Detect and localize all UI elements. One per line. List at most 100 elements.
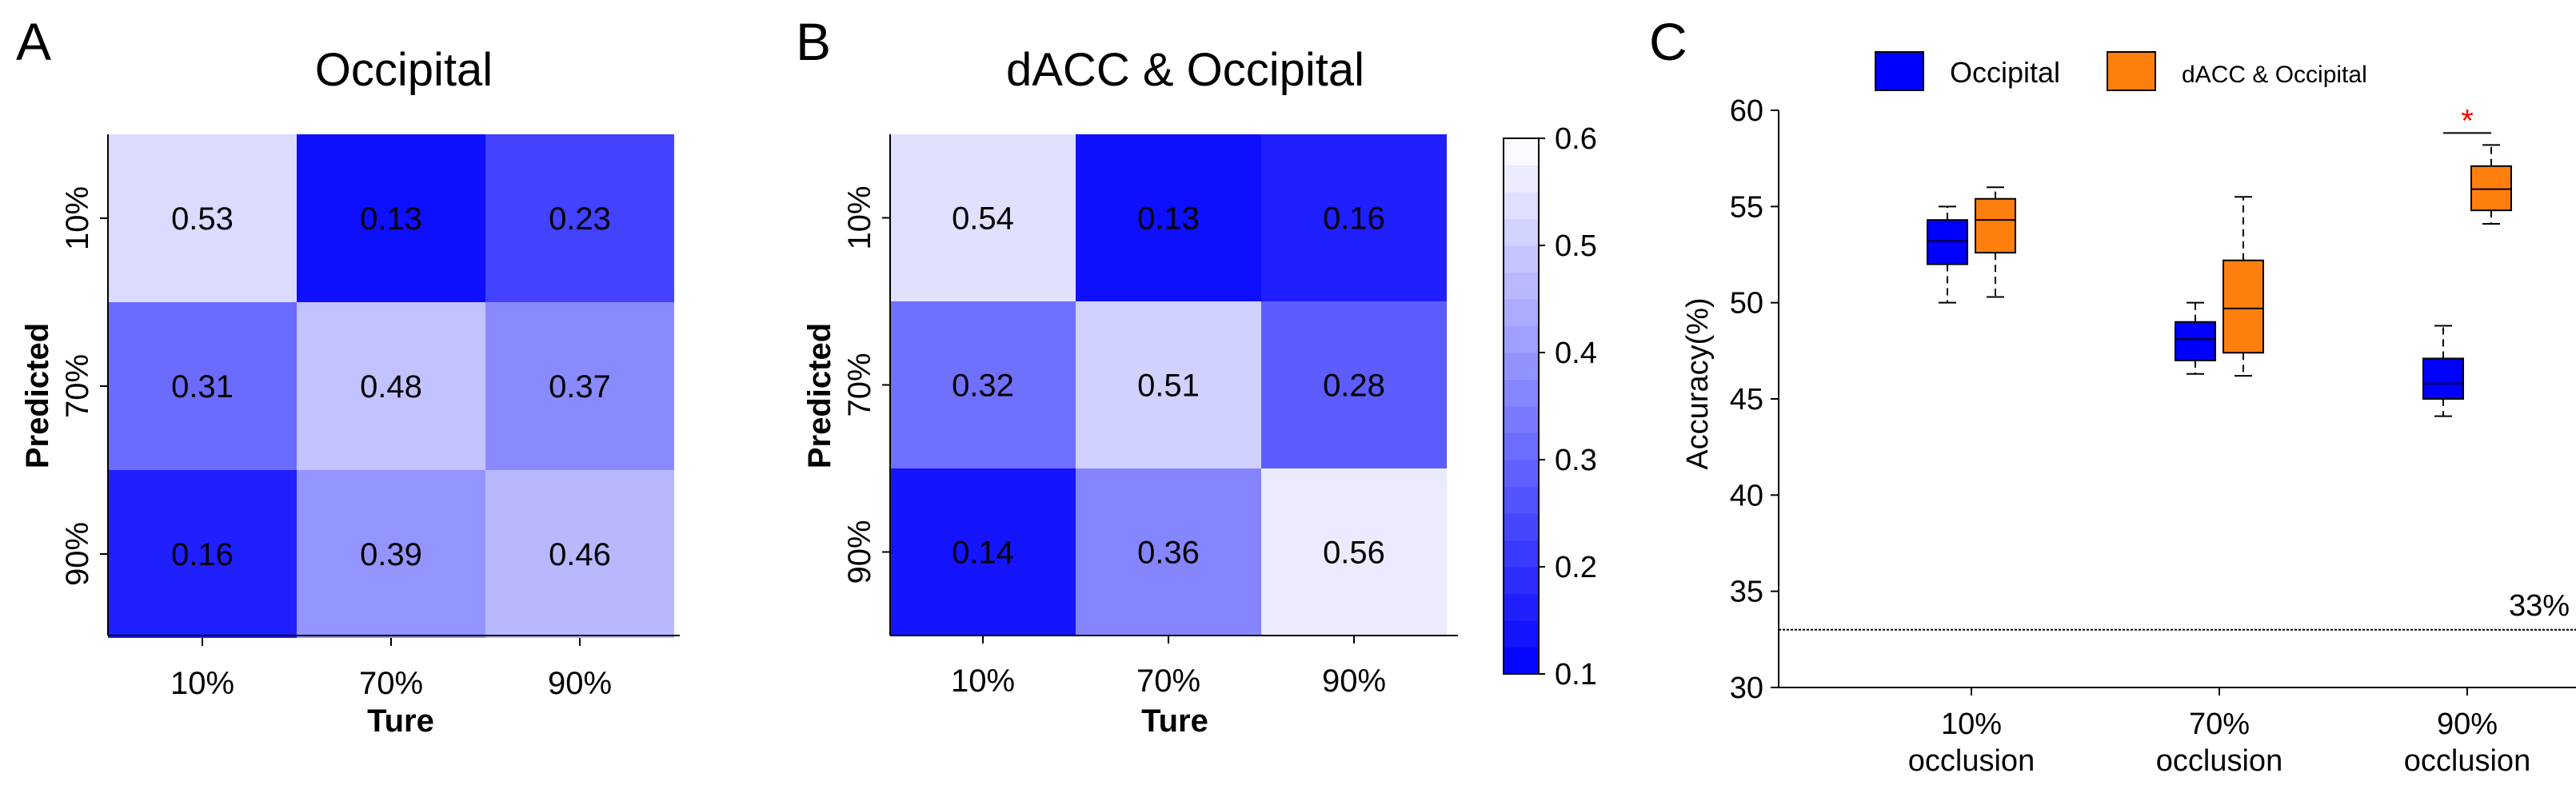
- heatmap-b-value-r1-c1: 0.51: [1137, 369, 1200, 404]
- panel-a-heatmap: A Occipital 0.53 0.13 0.23 0.31 0.48 0.37 0.16…: [16, 12, 680, 739]
- panel-letter-a: A: [16, 12, 51, 71]
- heatmap-b-cell-r2-c1: [1076, 468, 1261, 636]
- heatmap-a-x-tick-label: 90%: [548, 666, 612, 701]
- heatmap-b-value-r0-c2: 0.16: [1323, 201, 1385, 237]
- heatmap-b-value-r0-c0: 0.54: [952, 201, 1014, 237]
- colorbar-segment: [1504, 165, 1539, 193]
- boxplot-y-tick-label: 50: [1730, 287, 1763, 321]
- colorbar: 0.1 0.2 0.3 0.4 0.5 0.6: [1503, 122, 1597, 691]
- heatmap-a-y-tick-label: 70%: [60, 354, 95, 418]
- heatmap-a-value-r1-c2: 0.37: [549, 369, 611, 404]
- heatmap-a-value-r1-c1: 0.48: [360, 369, 422, 404]
- significance-marker: *: [2443, 103, 2491, 138]
- colorbar-segment: [1504, 272, 1539, 300]
- panel-letter-b: B: [796, 12, 831, 71]
- colorbar-tick-label: 0.2: [1555, 551, 1597, 584]
- heatmap-a-cell-r2-c0: [108, 470, 297, 638]
- heatmap-a-value-labels: 0.53 0.13 0.23 0.31 0.48 0.37 0.16 0.39 0.46: [171, 201, 611, 572]
- box-occipital-1: [2175, 321, 2216, 361]
- boxplot-y-tick-label: 30: [1730, 671, 1763, 705]
- colorbar-tick-label: 0.5: [1555, 229, 1597, 263]
- heatmap-b-cell-r0-c2: [1261, 134, 1447, 301]
- heatmap-a-value-r0-c2: 0.23: [549, 201, 611, 237]
- heatmap-b-ylabel: Predicted: [802, 323, 837, 468]
- box-dacc-occipital-0: [1975, 197, 2016, 254]
- legend-label-occipital: Occipital: [1950, 56, 2060, 89]
- colorbar-segment: [1504, 593, 1539, 621]
- heatmap-b-cell-r1-c1: [1076, 301, 1261, 468]
- heatmap-a-value-r0-c0: 0.53: [171, 201, 234, 237]
- heatmap-a-value-r2-c1: 0.39: [360, 537, 422, 572]
- heatmap-a-cell-r0-c2: [485, 134, 674, 302]
- heatmap-b-x-ticks: 10% 70% 90%: [951, 636, 1386, 699]
- colorbar-segment: [1504, 432, 1539, 460]
- heatmap-b-value-r2-c0: 0.14: [952, 536, 1014, 571]
- colorbar-tick-label: 0.6: [1555, 122, 1597, 156]
- heatmap-b-y-ticks: 10% 70% 90%: [842, 185, 890, 584]
- colorbar-segment: [1504, 353, 1539, 380]
- colorbar-segment: [1504, 486, 1539, 514]
- legend-swatch-occipital: [1875, 51, 1924, 91]
- heatmap-a-y-tick-label: 10%: [60, 186, 95, 250]
- heatmap-b-value-labels: 0.54 0.13 0.16 0.32 0.51 0.28 0.14 0.36 0.56: [952, 201, 1385, 571]
- colorbar-segment: [1504, 460, 1539, 487]
- heatmap-b-cell-r2-c0: [890, 468, 1076, 636]
- heatmap-b-cell-r1-c2: [1261, 301, 1447, 468]
- colorbar-frame: [1503, 137, 1540, 675]
- heatmap-a-cell-r0-c0: [108, 134, 297, 302]
- heatmap-a-y-ticks: 10% 70% 90%: [60, 186, 108, 586]
- heatmap-a-cell-r2-c2: [485, 470, 674, 638]
- heatmap-a-value-r2-c2: 0.46: [549, 537, 611, 572]
- heatmap-a-cell-r2-c1: [297, 470, 485, 638]
- heatmap-a-title: Occipital: [315, 44, 493, 96]
- colorbar-ticks: 0.1 0.2 0.3 0.4 0.5 0.6: [1539, 122, 1597, 691]
- heatmap-b-value-r2-c2: 0.56: [1323, 536, 1385, 571]
- boxplot-x-tick-label: 70%: [2189, 707, 2250, 741]
- box-dacc-occipital-1: [2223, 259, 2264, 354]
- boxplot-x-tick-sublabel: occlusion: [1908, 744, 2035, 778]
- box-occipital-0: [1927, 219, 1968, 265]
- heatmap-a-x-tick-label: 10%: [170, 666, 234, 701]
- colorbar-segment: [1504, 299, 1539, 326]
- boxplot-y-tick-label: 60: [1730, 94, 1763, 128]
- heatmap-b-value-r0-c1: 0.13: [1137, 201, 1200, 237]
- heatmap-a-cells: [108, 134, 674, 638]
- colorbar-segment: [1504, 540, 1539, 568]
- colorbar-segment: [1504, 406, 1539, 433]
- heatmap-a-cell-r1-c1: [297, 302, 485, 470]
- legend-label-dacc-occipital: dACC & Occipital: [2182, 62, 2367, 88]
- colorbar-segment: [1504, 218, 1539, 246]
- boxplot-y-tick-label: 40: [1730, 479, 1763, 512]
- legend: Occipital dACC & Occipital: [1875, 51, 2367, 91]
- heatmap-a-value-r1-c0: 0.31: [171, 369, 234, 404]
- heatmap-b-cells: [890, 134, 1447, 636]
- heatmap-b-value-r1-c2: 0.28: [1323, 369, 1385, 404]
- box-occipital-2: [2422, 357, 2464, 400]
- colorbar-segment: [1504, 379, 1539, 407]
- boxplot-x-tick-sublabel: occlusion: [2404, 744, 2530, 778]
- legend-swatch-dacc-occipital: [2107, 51, 2156, 91]
- colorbar-segment: [1504, 620, 1539, 648]
- heatmap-b-cell-r0-c1: [1076, 134, 1261, 301]
- colorbar-tick-label: 0.4: [1555, 337, 1597, 370]
- panel-c-boxplot: C Occipital dACC & Occipital 30 35 40 45 50 5…: [1649, 12, 2576, 778]
- box-dacc-occipital-2: [2470, 165, 2512, 212]
- boxplot-x-tick-label: 10%: [1941, 707, 2002, 741]
- colorbar-segment: [1504, 138, 1539, 165]
- significance-star: *: [2461, 103, 2474, 138]
- heatmap-a-value-r0-c1: 0.13: [360, 201, 422, 237]
- colorbar-segment: [1504, 245, 1539, 273]
- heatmap-a-ylabel: Predicted: [20, 323, 55, 468]
- heatmap-a-value-r2-c0: 0.16: [171, 537, 234, 572]
- heatmap-a-x-tick-label: 70%: [359, 666, 423, 701]
- colorbar-segment: [1504, 513, 1539, 540]
- heatmap-b-title: dACC & Occipital: [1006, 44, 1364, 96]
- heatmap-b-cell-r0-c0: [890, 134, 1076, 301]
- boxplot-y-tick-label: 55: [1730, 190, 1763, 224]
- heatmap-b-y-tick-label: 10%: [842, 185, 877, 249]
- boxplot-y-tick-label: 35: [1730, 576, 1763, 609]
- heatmap-a-cell-r1-c2: [485, 302, 674, 470]
- boxplot-y-tick-label: 45: [1730, 383, 1763, 416]
- boxplot-x-tick-label: 90%: [2437, 707, 2498, 741]
